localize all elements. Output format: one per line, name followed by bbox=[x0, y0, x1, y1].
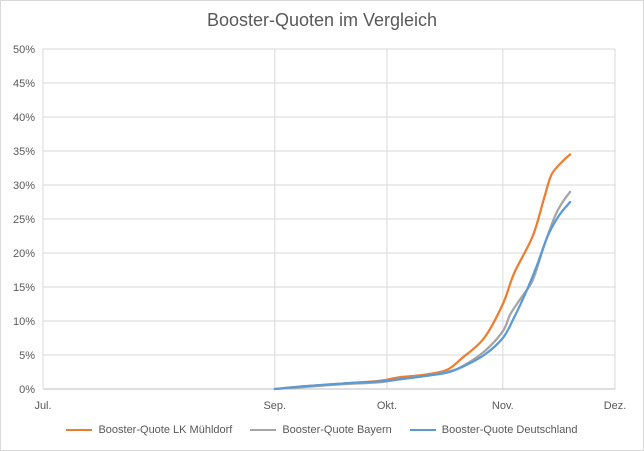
gridlines bbox=[43, 48, 616, 389]
y-tick-label: 25% bbox=[13, 214, 35, 226]
legend: Booster-Quote LK Mühldorf Booster-Quote B… bbox=[0, 424, 644, 436]
chart-title: Booster-Quoten im Vergleich bbox=[206, 10, 438, 30]
y-tick-label: 45% bbox=[13, 78, 35, 90]
legend-item: Booster-Quote Bayern bbox=[250, 424, 392, 436]
y-tick-label: 0% bbox=[19, 384, 35, 396]
y-tick-label: 20% bbox=[13, 248, 35, 260]
legend-swatch bbox=[66, 429, 93, 431]
series-line-booster-quote-lk-muhldorf bbox=[273, 153, 572, 391]
x-tick-label: Okt. bbox=[377, 400, 397, 412]
y-tick-label: 35% bbox=[13, 146, 35, 158]
legend-label: Booster-Quote Deutschland bbox=[441, 424, 578, 436]
x-tick-label: Dez. bbox=[604, 400, 627, 412]
x-tick-label: Jul. bbox=[34, 400, 51, 412]
y-tick-label: 40% bbox=[13, 112, 35, 124]
x-tick-labels: Jul. Sep. Okt. Nov. Dez. bbox=[34, 400, 626, 412]
y-tick-label: 10% bbox=[13, 316, 35, 328]
y-tick-label: 50% bbox=[13, 44, 35, 56]
y-tick-label: 5% bbox=[19, 350, 35, 362]
series-lines bbox=[273, 153, 572, 391]
legend-swatch bbox=[409, 429, 436, 431]
legend-item: Booster-Quote LK Mühldorf bbox=[66, 424, 232, 436]
x-tick-label: Nov. bbox=[492, 400, 514, 412]
legend-label: Booster-Quote LK Mühldorf bbox=[98, 424, 233, 436]
legend-item: Booster-Quote Deutschland bbox=[409, 424, 578, 436]
y-tick-label: 15% bbox=[13, 282, 35, 294]
y-tick-label: 30% bbox=[13, 180, 35, 192]
x-tick-label: Sep. bbox=[263, 400, 286, 412]
axis-lines bbox=[42, 49, 615, 390]
legend-swatch bbox=[250, 429, 277, 431]
series-line-booster-quote-deutschland bbox=[273, 200, 572, 391]
y-tick-labels: 0% 5% 10% 15% 20% 25% 30% 35% 40% 45% 50% bbox=[13, 44, 35, 396]
legend-label: Booster-Quote Bayern bbox=[282, 424, 392, 436]
